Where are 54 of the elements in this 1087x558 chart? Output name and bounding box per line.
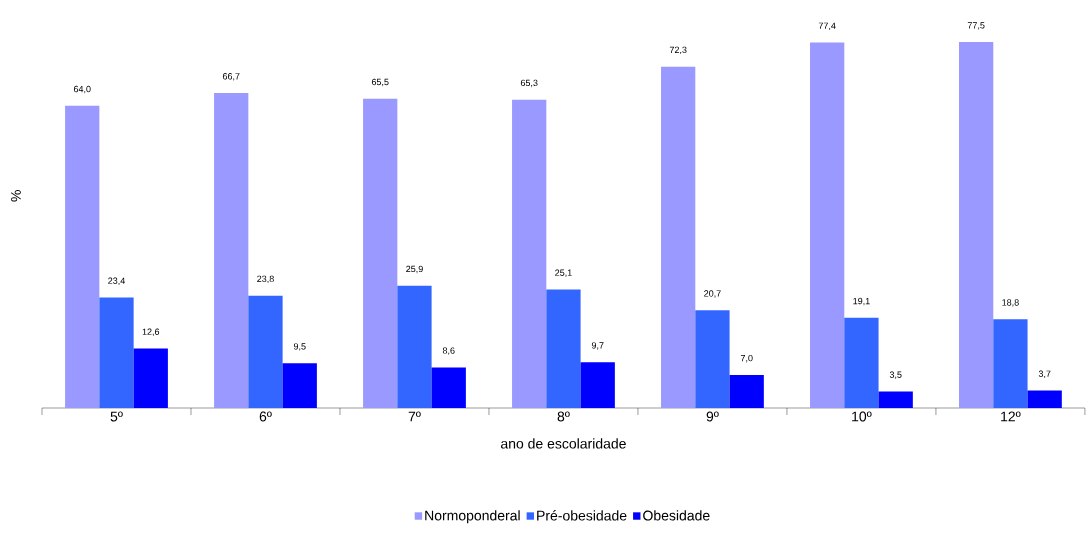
bar (512, 99, 547, 408)
data-label: 3,7 (1038, 370, 1051, 378)
data-label: 77,5 (967, 22, 985, 30)
data-label: 8,6 (442, 347, 455, 355)
bar (214, 93, 249, 408)
bar (363, 98, 398, 408)
bar (397, 285, 432, 408)
bar (695, 310, 730, 408)
bar (729, 374, 764, 408)
legend-label: Pré-obesidade (537, 510, 627, 521)
data-label: 23,4 (108, 277, 125, 285)
bar (99, 297, 134, 408)
bar (878, 391, 913, 408)
bar (133, 348, 168, 408)
bar (65, 105, 100, 408)
data-label: 25,9 (406, 265, 423, 274)
bar (844, 317, 879, 408)
data-label: 18,8 (1002, 299, 1019, 307)
data-label: 9,5 (293, 343, 306, 351)
x-tick-label: 12º (1001, 411, 1021, 422)
x-tick-label: 7º (408, 411, 421, 422)
legend-label: Normoponderal (425, 510, 520, 524)
data-label: 64,0 (73, 85, 91, 94)
data-label: 3,5 (889, 371, 902, 379)
legend-label: Obesidade (643, 510, 710, 521)
bar (810, 42, 845, 408)
bar (959, 42, 994, 408)
bar (1027, 390, 1062, 408)
x-tick-label: 9º (706, 411, 719, 422)
bar (431, 367, 466, 408)
x-axis-title: ano de escolaridade (501, 438, 626, 449)
bar (546, 289, 581, 408)
bar (993, 319, 1028, 408)
data-label: 65,3 (520, 79, 538, 88)
data-label: 77,4 (818, 22, 836, 31)
x-tick-label: 5º (110, 411, 123, 422)
data-label: 9,7 (591, 342, 604, 350)
data-label: 72,3 (669, 46, 687, 55)
bar (580, 362, 615, 408)
data-label: 25,1 (555, 269, 572, 277)
data-label: 19,1 (853, 297, 870, 306)
bar (248, 295, 283, 408)
data-label: 66,7 (222, 73, 240, 81)
data-label: 23,8 (257, 275, 274, 284)
x-tick-label: 10º (852, 411, 872, 422)
bar (282, 363, 317, 408)
y-axis-title: % (11, 190, 21, 202)
data-label: 7,0 (740, 354, 753, 363)
bar (661, 66, 696, 408)
x-tick-label: 6º (259, 411, 272, 422)
data-label: 12,6 (142, 328, 160, 336)
data-label: 65,5 (371, 78, 389, 87)
x-tick-label: 8º (557, 411, 570, 422)
data-label: 20,7 (704, 290, 721, 298)
